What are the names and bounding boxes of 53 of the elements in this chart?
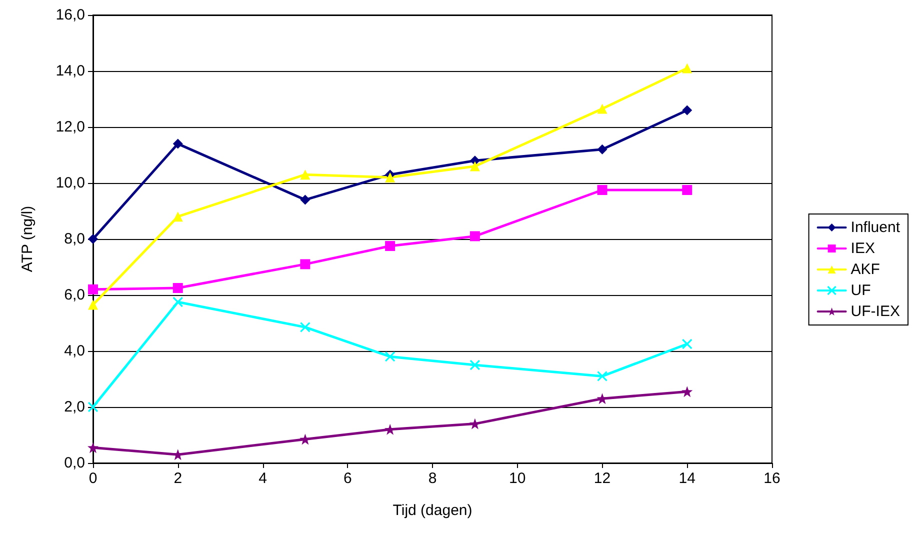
y-tick-label: 12,0 — [56, 118, 85, 136]
x-axis-title: Tijd (dagen) — [392, 502, 472, 519]
point — [597, 104, 608, 114]
point — [172, 296, 184, 308]
y-tick-label: 0,0 — [64, 454, 85, 472]
y-tick-label: 14,0 — [56, 62, 85, 80]
point — [384, 351, 396, 362]
legend-label: AKF — [850, 261, 880, 278]
y-tick-label: 6,0 — [64, 286, 85, 304]
point — [470, 360, 480, 370]
x-tick-label: 16 — [764, 470, 780, 487]
point — [682, 63, 692, 74]
y-tick-label: 2,0 — [64, 398, 85, 416]
y-tick-label: 16,0 — [56, 6, 85, 24]
legend-label: UF — [850, 282, 871, 299]
point — [172, 283, 183, 293]
point — [172, 212, 183, 222]
point — [300, 194, 310, 205]
point — [88, 402, 98, 412]
point — [300, 170, 310, 180]
point — [88, 284, 98, 294]
point — [470, 161, 480, 172]
point — [300, 322, 310, 332]
x-tick-label: 4 — [258, 470, 267, 487]
point — [596, 393, 608, 404]
point — [682, 338, 692, 350]
point — [385, 172, 396, 182]
x-tick-label: 12 — [594, 470, 611, 487]
point — [597, 144, 608, 154]
point — [682, 185, 692, 195]
point — [597, 185, 608, 195]
legend-label: UF-IEX — [850, 303, 900, 320]
y-tick-label: 10,0 — [56, 174, 85, 192]
y-tick-label: 8,0 — [64, 230, 85, 248]
legend-label: IEX — [850, 240, 875, 257]
point — [385, 241, 396, 251]
x-tick-label: 8 — [428, 470, 437, 487]
x-tick-label: 14 — [678, 470, 696, 487]
x-tick-label: 0 — [88, 470, 98, 487]
point — [470, 231, 480, 242]
point — [88, 442, 98, 454]
x-tick-label: 10 — [509, 470, 526, 487]
x-tick-label: 2 — [174, 470, 182, 487]
point — [682, 386, 693, 398]
point — [172, 138, 183, 149]
point — [88, 300, 98, 310]
y-axis-title: ATP (ng/l) — [19, 206, 36, 272]
x-tick-label: 6 — [343, 470, 352, 487]
legend-label: Influent — [850, 219, 901, 236]
point — [300, 259, 310, 270]
point — [596, 370, 608, 382]
point — [682, 105, 692, 116]
y-tick-label: 4,0 — [64, 342, 85, 360]
